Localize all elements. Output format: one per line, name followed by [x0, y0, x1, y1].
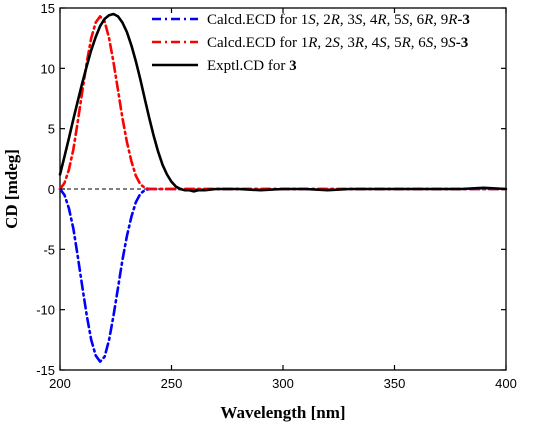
y-tick-label: 15 [41, 1, 55, 16]
y-tick-label: 10 [41, 61, 55, 76]
y-tick-label: 0 [48, 182, 55, 197]
legend-label-2: Calcd.ECD for 1R, 2S, 3R, 4S, 5R, 6S, 9S… [207, 35, 468, 51]
y-tick-label: -10 [36, 303, 55, 318]
axes-layer: 200 250 300 350 400 15 10 5 0 -5 -10 -15 [36, 1, 517, 391]
x-tick-label: 350 [384, 376, 406, 391]
series-line-1 [58, 187, 508, 363]
y-axis-title: CD [mdeg] [2, 149, 21, 229]
x-tick-label: 400 [495, 376, 517, 391]
y-tick-label: -5 [43, 242, 55, 257]
x-tick-label: 300 [272, 376, 294, 391]
x-axis-title: Wavelength [nm] [220, 403, 345, 422]
x-tick-label: 200 [49, 376, 71, 391]
legend: Calcd.ECD for 1S, 2R, 3S, 4R, 5S, 6R, 9R… [152, 12, 470, 74]
x-tick-label: 250 [161, 376, 183, 391]
legend-label-1: Calcd.ECD for 1S, 2R, 3S, 4R, 5S, 6R, 9R… [207, 12, 470, 28]
series-line-3 [58, 12, 508, 193]
y-tick-label: -15 [36, 363, 55, 378]
legend-label-3: Exptl.CD for 3 [207, 58, 297, 74]
series-layer [58, 12, 508, 363]
y-tick-label: 5 [48, 122, 55, 137]
